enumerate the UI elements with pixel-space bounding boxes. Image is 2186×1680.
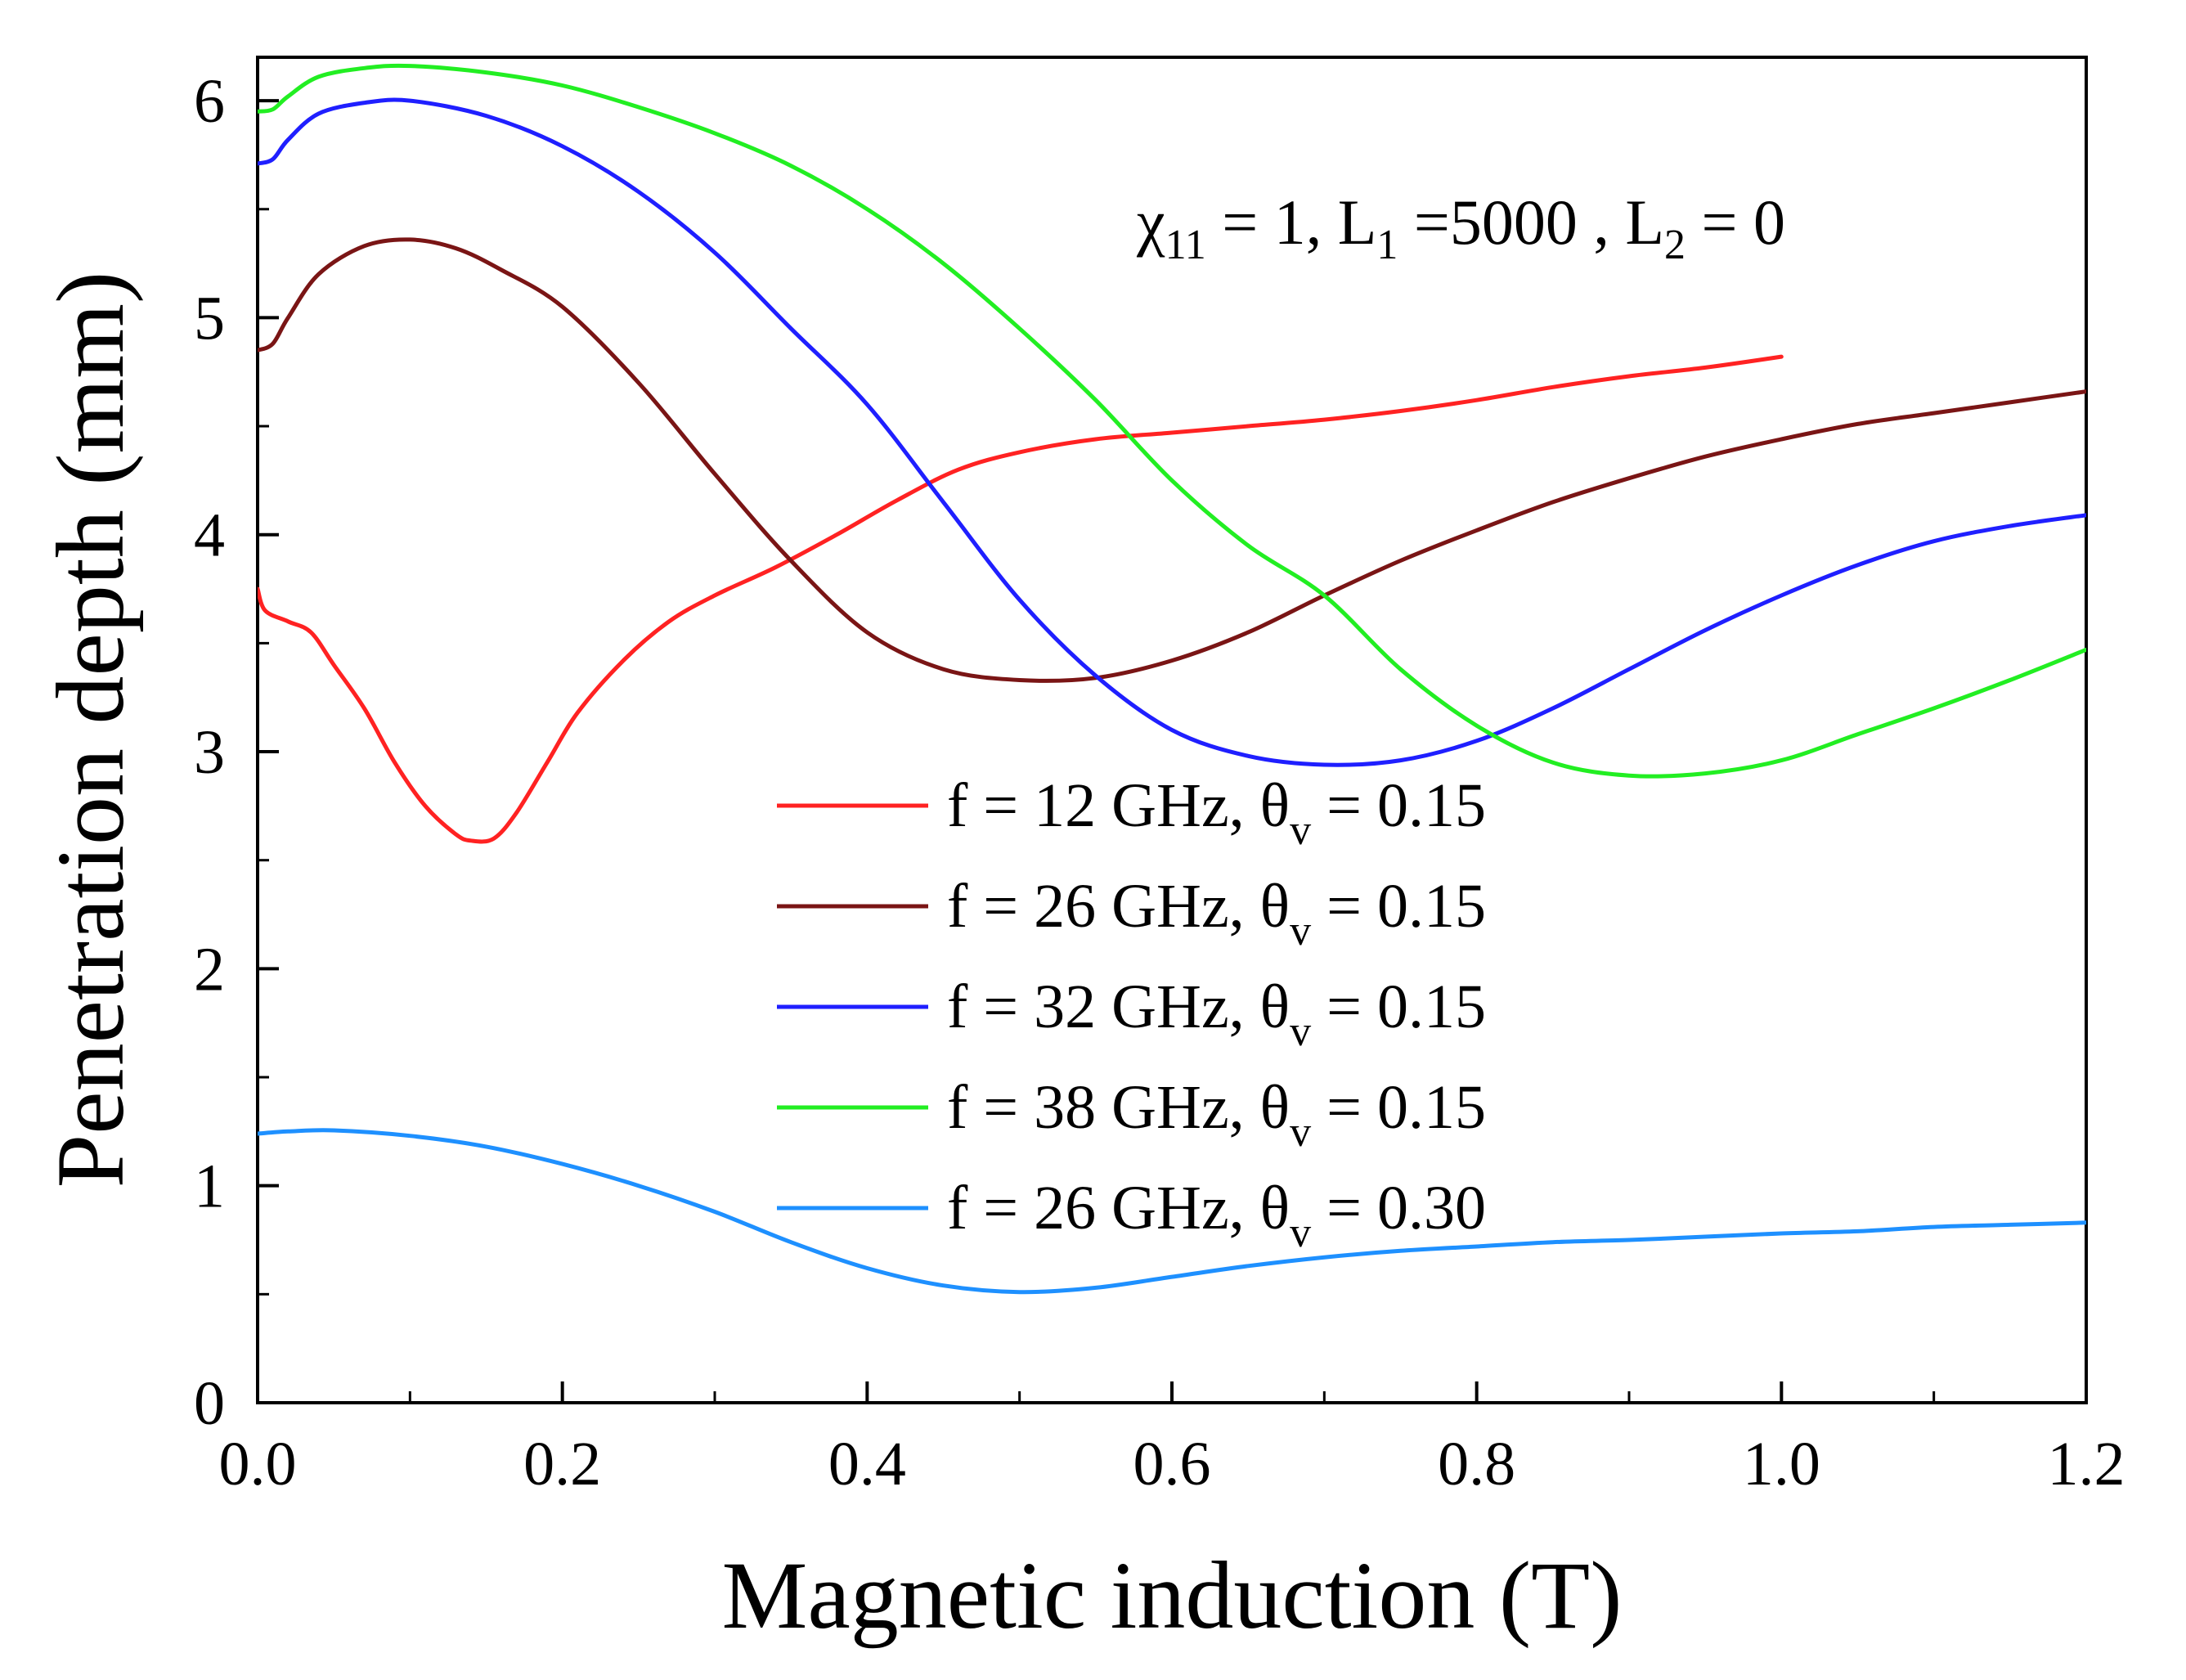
y-tick-label: 5 [194,284,225,353]
legend-label: f = 12 GHz, θv = 0.15 [947,771,1486,854]
x-tick-label: 1.0 [1743,1430,1820,1498]
annot-eq2: =5000 , L [1398,186,1664,258]
x-tick-label: 0.8 [1438,1430,1515,1498]
legend-label: f = 38 GHz, θv = 0.15 [947,1073,1486,1156]
series-line-4 [258,63,2086,779]
x-tick-label: 0.4 [828,1430,906,1498]
x-axis-title: Magnetic induction (T) [721,1542,1622,1649]
axis-ticks [256,99,2088,1404]
annot-eq3: = 0 [1686,186,1785,258]
y-tick-label: 3 [194,718,225,787]
legend-item: f = 26 GHz, θv = 0.15 [777,872,1486,955]
annot-chi: χ [1136,186,1165,258]
annot-eq1: = 1, L [1206,186,1377,258]
series-lines [258,63,2086,1295]
legend-item: f = 38 GHz, θv = 0.15 [777,1073,1486,1156]
series-line-3 [258,97,2086,767]
series-line-2 [258,237,2086,683]
legend-item: f = 32 GHz, θv = 0.15 [777,973,1486,1055]
y-tick-labels: 0 1 2 3 4 5 6 [194,67,225,1438]
annot-l1-sub: 1 [1376,222,1398,268]
legend-label: f = 32 GHz, θv = 0.15 [947,973,1486,1055]
y-tick-label: 0 [194,1369,225,1438]
y-tick-label: 4 [194,501,225,570]
legend-item: f = 26 GHz, θv = 0.30 [777,1174,1486,1256]
x-tick-label: 0.2 [523,1430,601,1498]
y-tick-label: 2 [194,935,225,1004]
legend-item: f = 12 GHz, θv = 0.15 [777,771,1486,854]
series-line-5 [258,1128,2086,1295]
x-tick-label: 0.6 [1133,1430,1211,1498]
y-tick-label: 1 [194,1152,225,1221]
legend-label: f = 26 GHz, θv = 0.30 [947,1174,1486,1256]
annot-l2-sub: 2 [1664,222,1686,268]
y-axis-title: Penetration depth (mm) [37,272,144,1188]
x-tick-labels: 0.0 0.2 0.4 0.6 0.8 1.0 1.2 [219,1430,2125,1498]
parameter-annotation: χ11 = 1, L1 =5000 , L2 = 0 [1136,186,1785,268]
x-tick-label: 1.2 [2048,1430,2125,1498]
y-tick-label: 6 [194,67,225,136]
legend: f = 12 GHz, θv = 0.15 f = 26 GHz, θv = 0… [777,771,1486,1256]
legend-label: f = 26 GHz, θv = 0.15 [947,872,1486,955]
series-line-1 [258,354,1784,844]
annot-chi-sub: 11 [1165,222,1206,268]
x-tick-label: 0.0 [219,1430,297,1498]
